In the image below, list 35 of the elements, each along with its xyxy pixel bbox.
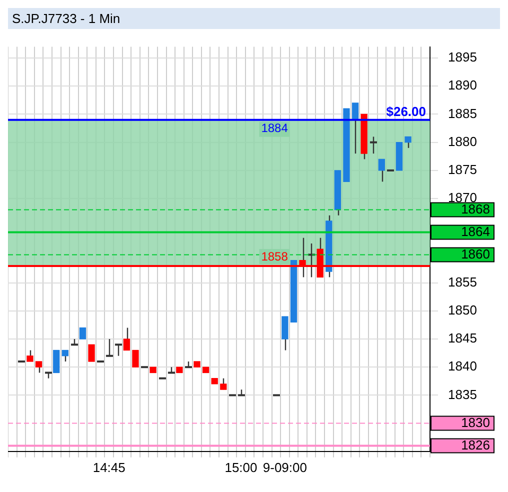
ref-line-label: 1864 [461,224,490,239]
x-tick-label: 15:00 [224,460,258,475]
candlestick [88,344,95,362]
x-tick-label: 9-09:00 [262,460,307,475]
y-tick-label: 1845 [448,330,477,346]
candlestick [132,350,139,368]
y-tick-label: 1850 [448,302,477,318]
candlestick [79,327,86,340]
ref-line-label: 1826 [461,437,490,452]
y-tick-label: 1840 [448,358,477,374]
y-tick-label: 1895 [448,50,477,65]
candlestick [220,378,227,390]
ref-line-label: 1860 [461,246,490,262]
annotation: 1858 [261,249,288,264]
chart-title: S.JP.J7733 - 1 Min [8,8,500,29]
candlestick [282,316,288,351]
x-tick-label: 14:45 [92,460,126,475]
candlestick [352,102,359,154]
y-tick-label: 1855 [448,274,477,290]
candlestick [114,344,123,356]
ref-line-label: 1830 [461,414,490,430]
candlestick [35,360,42,374]
annotation: 1884 [261,121,288,136]
annotation: $26.00 [386,104,426,119]
candlestick [369,136,378,154]
candlestick [378,158,385,182]
y-tick-label: 1890 [448,78,477,93]
y-tick-label: 1885 [448,106,477,121]
candlestick [404,136,412,149]
candlestick [105,338,114,357]
y-tick-label: 1835 [448,386,477,402]
candlestick [53,350,60,374]
y-tick-label: 1880 [448,134,477,149]
candlestick [62,350,68,362]
y-tick-label: 1875 [448,162,477,178]
